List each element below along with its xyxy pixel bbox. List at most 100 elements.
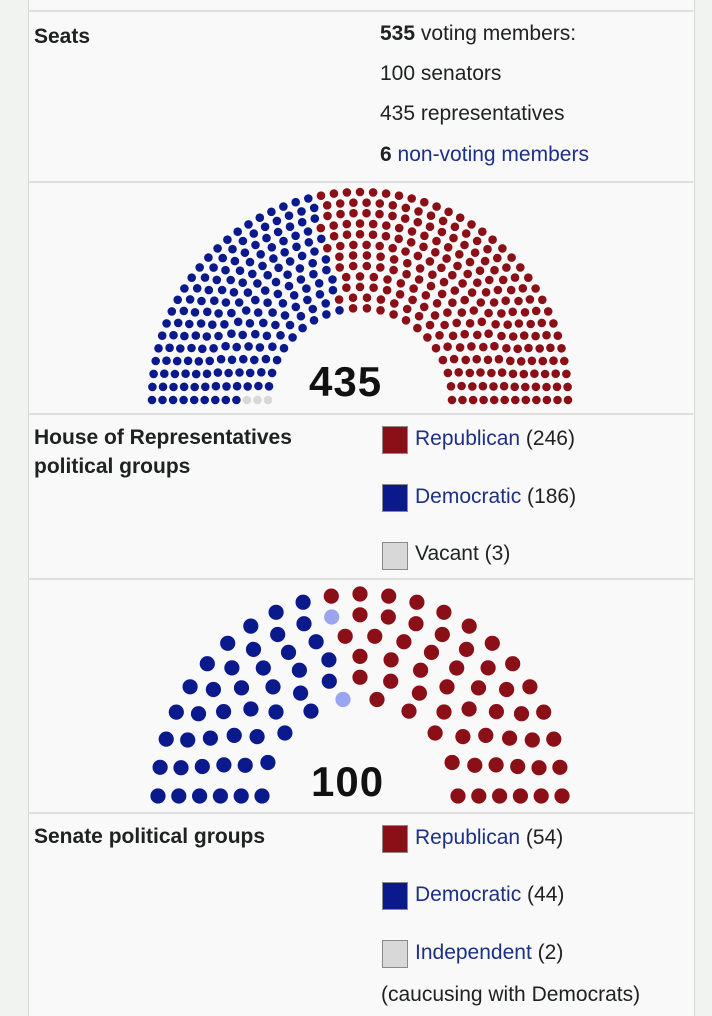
seat-democratic xyxy=(151,356,160,366)
seat-democratic xyxy=(235,368,244,377)
seat-democratic xyxy=(238,330,247,340)
seat-republican xyxy=(381,231,391,241)
seat-republican xyxy=(425,257,435,266)
seat-republican xyxy=(476,368,485,377)
seat-republican xyxy=(367,628,383,644)
seat-republican xyxy=(388,211,397,221)
seat-democratic xyxy=(315,290,325,299)
senate-democratic-entry: Democratic (44) xyxy=(415,883,564,907)
seat-democratic xyxy=(249,229,259,238)
seat-republican xyxy=(472,236,482,246)
seat-republican xyxy=(376,306,385,315)
seat-democratic xyxy=(183,356,193,366)
seat-democratic xyxy=(268,704,284,720)
seat-republican xyxy=(524,732,540,748)
house-democratic-link[interactable]: Democratic xyxy=(415,485,522,508)
seat-democratic xyxy=(296,275,306,284)
seat-republican xyxy=(443,308,452,317)
seat-republican xyxy=(506,356,515,366)
seat-republican xyxy=(406,238,416,247)
seat-republican xyxy=(455,213,465,222)
seat-republican xyxy=(478,381,488,391)
seat-republican xyxy=(490,265,499,275)
divider xyxy=(28,578,693,580)
seat-republican xyxy=(448,331,458,341)
seat-democratic xyxy=(235,266,245,275)
seat-democratic xyxy=(297,207,306,216)
seat-democratic xyxy=(284,281,294,291)
seat-democratic xyxy=(216,704,232,720)
seat-democratic xyxy=(185,319,194,329)
seat-republican xyxy=(493,253,502,263)
seat-democratic xyxy=(194,758,210,775)
seat-republican xyxy=(336,209,345,219)
seat-republican xyxy=(449,354,459,364)
house-republican-link[interactable]: Republican xyxy=(415,427,521,450)
seat-republican xyxy=(500,395,510,405)
seat-republican xyxy=(465,257,475,267)
seat-republican xyxy=(428,270,437,279)
seat-democratic xyxy=(173,318,183,328)
seat-democratic xyxy=(321,673,337,689)
seat-republican xyxy=(454,368,464,377)
seat-democratic xyxy=(285,320,295,330)
seat-democratic xyxy=(248,269,257,279)
seat-democratic xyxy=(303,227,313,236)
seat-republican xyxy=(491,320,500,329)
seat-democratic xyxy=(251,329,260,339)
seat-democratic xyxy=(232,342,241,352)
seat-republican xyxy=(411,685,427,701)
senate-seat-diagram xyxy=(150,586,570,804)
seat-democratic xyxy=(249,729,265,745)
seat-republican xyxy=(494,354,504,364)
seat-democratic xyxy=(309,203,319,213)
seat-democratic xyxy=(291,197,301,207)
seat-democratic xyxy=(295,264,305,273)
seat-democratic xyxy=(241,306,251,315)
voting-text: voting members: xyxy=(420,22,577,45)
seat-republican xyxy=(557,344,566,353)
seat-republican xyxy=(530,369,539,378)
seat-republican xyxy=(376,263,385,272)
seat-democratic xyxy=(216,354,226,364)
seat-republican xyxy=(390,299,399,308)
seat-republican xyxy=(452,318,462,328)
seat-democratic xyxy=(149,369,158,379)
nonvoting-members-link[interactable]: non-voting members xyxy=(397,143,589,166)
seat-democratic xyxy=(269,254,278,263)
seat-republican xyxy=(329,189,339,198)
seat-republican xyxy=(461,355,471,365)
seat-republican xyxy=(502,730,518,746)
seats-label: Seats xyxy=(34,25,91,48)
seat-republican xyxy=(477,317,487,327)
senate-democratic-count: (44) xyxy=(527,883,565,906)
seat-democratic xyxy=(244,342,253,351)
seat-republican xyxy=(446,382,456,391)
seat-democratic xyxy=(279,236,288,246)
nonvoting-count: 6 xyxy=(380,143,392,166)
senate-independent-link[interactable]: Independent xyxy=(415,941,532,964)
seat-democratic xyxy=(234,298,244,307)
seat-republican xyxy=(508,332,518,341)
seat-republican xyxy=(413,662,429,678)
seat-democratic xyxy=(205,356,214,366)
seat-republican xyxy=(473,330,482,340)
seat-republican xyxy=(553,395,562,405)
senate-independent-swatch xyxy=(382,940,408,968)
seat-republican xyxy=(444,754,460,771)
seat-republican xyxy=(348,261,358,271)
seat-democratic xyxy=(223,235,232,244)
seat-democratic xyxy=(202,369,212,379)
senate-republican-link[interactable]: Republican xyxy=(415,826,521,849)
seat-democratic xyxy=(169,330,178,340)
seat-republican xyxy=(520,308,530,317)
seat-republican xyxy=(458,395,467,405)
seat-republican xyxy=(355,282,365,292)
seat-republican xyxy=(447,395,457,405)
seat-republican xyxy=(499,681,515,698)
seat-democratic xyxy=(328,285,338,295)
seat-republican xyxy=(538,356,548,366)
seat-republican xyxy=(425,320,435,330)
seat-democratic xyxy=(304,194,313,203)
senate-democratic-link[interactable]: Democratic xyxy=(415,883,522,906)
